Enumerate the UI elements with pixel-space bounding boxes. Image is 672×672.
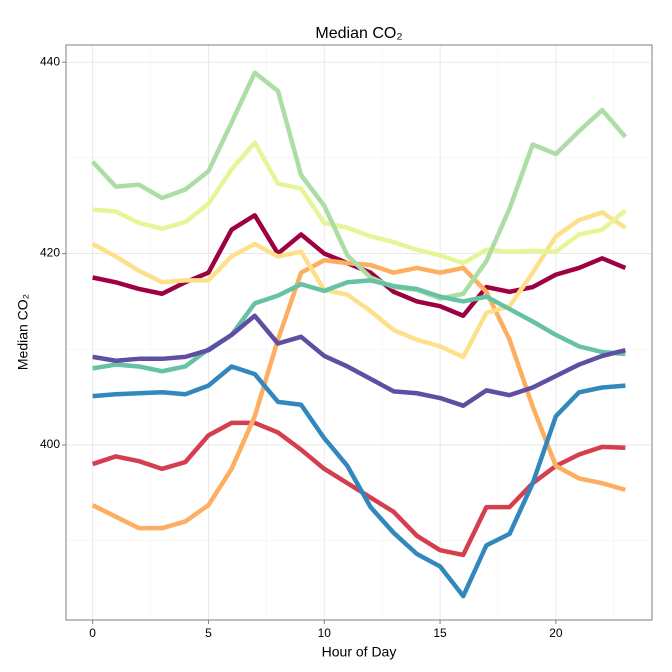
plot-panel [66, 45, 652, 620]
x-axis-title: Hour of Day [322, 644, 397, 660]
y-tick-label: 420 [40, 246, 60, 260]
series-line [91, 210, 627, 360]
y-tick-label: 440 [40, 54, 60, 68]
chart-title: Median CO₂ [315, 25, 402, 42]
series-line [92, 364, 626, 599]
x-tick-label: 10 [318, 626, 332, 640]
x-tick-label: 0 [89, 626, 96, 640]
series-line [92, 313, 626, 408]
x-tick-label: 15 [433, 626, 447, 640]
series-line [90, 70, 628, 301]
y-axis-title: Median CO₂ [15, 294, 31, 370]
series-line [92, 278, 626, 374]
plot-border [65, 44, 653, 621]
x-tick-label: 5 [205, 626, 212, 640]
series-line [92, 140, 627, 266]
y-tick-label: 400 [40, 437, 60, 451]
x-tick-label: 20 [549, 626, 563, 640]
